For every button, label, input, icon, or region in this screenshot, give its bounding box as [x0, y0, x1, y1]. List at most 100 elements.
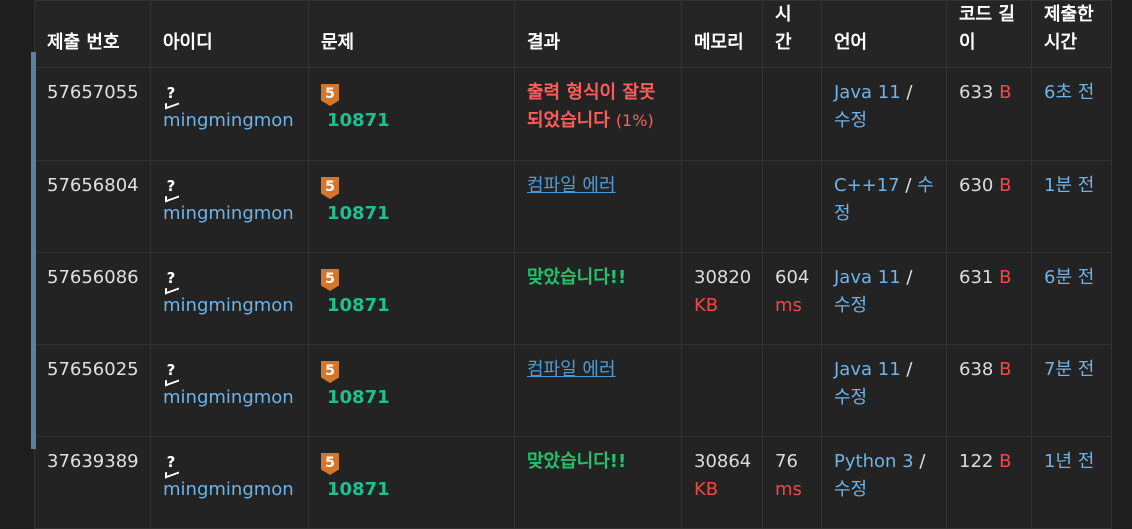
- submitted-time-link[interactable]: 6초 전: [1044, 82, 1095, 103]
- problem-link[interactable]: 10871: [327, 110, 390, 131]
- problem-link[interactable]: 10871: [327, 387, 390, 408]
- memory-unit: KB: [694, 479, 719, 500]
- language-cell: Java 11 / 수정: [821, 344, 947, 437]
- col-header-result: 결과: [514, 0, 682, 68]
- table-row: 57656086 ? mingmingmon 5 10871 맞았습니다!! 3…: [34, 252, 1112, 345]
- code-length-value: 631: [959, 267, 994, 288]
- submitted-time-link[interactable]: 7분 전: [1044, 359, 1095, 380]
- problem-cell: 5 10871: [308, 160, 515, 253]
- table-body: 57657055 ? mingmingmon 5 10871 출력 형식이 잘못…: [34, 67, 1112, 529]
- memory-cell: 30864 KB: [681, 436, 763, 529]
- time-value: 604: [775, 267, 810, 288]
- result-percent: (1%): [615, 111, 654, 130]
- memory-cell: [681, 344, 763, 437]
- table-row: 37639389 ? mingmingmon 5 10871 맞았습니다!! 3…: [34, 436, 1112, 529]
- bronze-tier-icon: 5: [321, 361, 339, 383]
- submission-id: 37639389: [47, 451, 139, 472]
- user-cell: ? mingmingmon: [150, 436, 309, 529]
- col-header-code-length: 코드 길 이: [946, 0, 1032, 68]
- submission-id-cell: 57656804: [34, 160, 151, 253]
- language-link[interactable]: Java 11: [834, 359, 901, 380]
- edit-link[interactable]: 수정: [834, 295, 868, 316]
- result-text: 맞았습니다!!: [527, 267, 626, 288]
- submitted-time-link[interactable]: 6분 전: [1044, 267, 1095, 288]
- user-rank-icon: ?: [163, 178, 179, 196]
- language-separator: /: [906, 267, 913, 288]
- user-rank-icon: ?: [163, 270, 179, 288]
- language-link[interactable]: C++17: [834, 175, 900, 196]
- result-cell: 맞았습니다!!: [514, 252, 682, 345]
- user-rank-icon: ?: [163, 85, 179, 103]
- code-length-cell: 633 B: [946, 67, 1032, 161]
- result-label[interactable]: 컴파일 에러: [527, 359, 616, 380]
- edit-link[interactable]: 수정: [834, 175, 934, 224]
- time-cell: 76 ms: [762, 436, 822, 529]
- submitted-time-link[interactable]: 1분 전: [1044, 175, 1095, 196]
- time-cell: [762, 67, 822, 161]
- time-unit: ms: [775, 479, 802, 500]
- user-rank-icon: ?: [163, 362, 179, 380]
- result-label: 맞았습니다!!: [527, 267, 627, 288]
- status-table: 제출 번호 아이디 문제 결과 메모리 시 간 언어 코드 길 이 제출한 시간…: [34, 0, 1112, 529]
- user-link[interactable]: mingmingmon: [163, 387, 294, 408]
- language-cell: C++17 / 수정: [821, 160, 947, 253]
- left-gutter: [0, 0, 34, 449]
- user-rank-icon: ?: [163, 454, 179, 472]
- memory-cell: 30820 KB: [681, 252, 763, 345]
- result-cell: 컴파일 에러: [514, 344, 682, 437]
- code-length-cell: 631 B: [946, 252, 1032, 345]
- code-length-cell: 630 B: [946, 160, 1032, 253]
- table-row: 57656804 ? mingmingmon 5 10871 컴파일 에러 C+…: [34, 160, 1112, 253]
- result-label: 맞았습니다!!: [527, 451, 627, 472]
- edit-link[interactable]: 수정: [834, 479, 868, 500]
- problem-link[interactable]: 10871: [327, 479, 390, 500]
- result-text: 출력 형식이 잘못되었습니다 (1%): [527, 82, 655, 131]
- result-cell: 출력 형식이 잘못되었습니다 (1%): [514, 67, 682, 161]
- user-cell: ? mingmingmon: [150, 67, 309, 161]
- user-link[interactable]: mingmingmon: [163, 479, 294, 500]
- language-link[interactable]: Python 3: [834, 451, 914, 472]
- time-cell: [762, 160, 822, 253]
- user-cell: ? mingmingmon: [150, 344, 309, 437]
- memory-cell: [681, 160, 763, 253]
- problem-link[interactable]: 10871: [327, 295, 390, 316]
- submission-id: 57657055: [47, 82, 139, 103]
- submitted-time-link[interactable]: 1년 전: [1044, 451, 1095, 472]
- edit-link[interactable]: 수정: [834, 110, 868, 131]
- bronze-tier-icon: 5: [321, 269, 339, 291]
- code-length-unit: B: [999, 175, 1012, 196]
- submission-id-cell: 57656025: [34, 344, 151, 437]
- problem-cell: 5 10871: [308, 344, 515, 437]
- user-link[interactable]: mingmingmon: [163, 110, 294, 131]
- submission-id: 57656025: [47, 359, 139, 380]
- problem-link[interactable]: 10871: [327, 203, 390, 224]
- result-text: 컴파일 에러: [527, 359, 616, 380]
- language-separator: /: [905, 175, 918, 196]
- user-link[interactable]: mingmingmon: [163, 203, 294, 224]
- language-separator: /: [919, 451, 926, 472]
- table-header: 제출 번호 아이디 문제 결과 메모리 시 간 언어 코드 길 이 제출한 시간: [34, 0, 1112, 68]
- code-length-value: 633: [959, 82, 994, 103]
- language-link[interactable]: Java 11: [834, 82, 901, 103]
- bronze-tier-icon: 5: [321, 84, 339, 106]
- row-accent-bar: [31, 52, 36, 449]
- code-length-value: 630: [959, 175, 994, 196]
- edit-link[interactable]: 수정: [834, 387, 868, 408]
- user-cell: ? mingmingmon: [150, 252, 309, 345]
- time-cell: 604 ms: [762, 252, 822, 345]
- submitted-time-cell: 1년 전: [1031, 436, 1112, 529]
- code-length-unit: B: [999, 451, 1012, 472]
- code-length-value: 122: [959, 451, 994, 472]
- bronze-tier-icon: 5: [321, 177, 339, 199]
- user-link[interactable]: mingmingmon: [163, 295, 294, 316]
- language-cell: Python 3 / 수정: [821, 436, 947, 529]
- submission-id: 57656086: [47, 267, 139, 288]
- col-header-submitted-time: 제출한 시간: [1031, 0, 1112, 68]
- result-cell: 컴파일 에러: [514, 160, 682, 253]
- col-header-time: 시 간: [762, 0, 822, 68]
- language-separator: /: [906, 82, 913, 103]
- submission-id-cell: 57657055: [34, 67, 151, 161]
- result-label[interactable]: 컴파일 에러: [527, 175, 616, 196]
- code-length-unit: B: [999, 267, 1012, 288]
- language-link[interactable]: Java 11: [834, 267, 901, 288]
